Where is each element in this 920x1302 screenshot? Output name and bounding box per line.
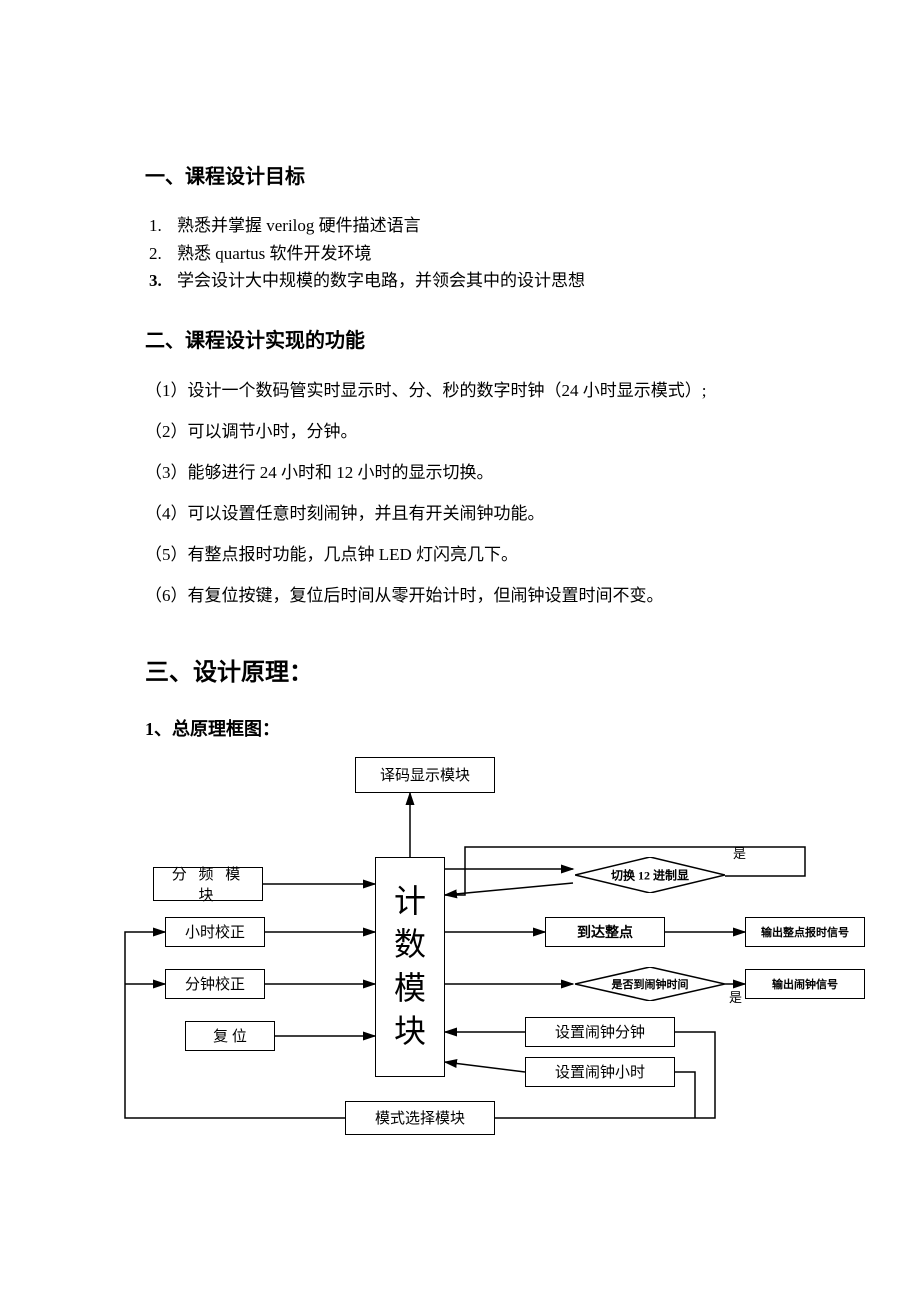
node-center-char: 模 bbox=[394, 967, 426, 1010]
s2-item: （4）可以设置任意时刻闹钟，并且有开关闹钟功能。 bbox=[145, 500, 775, 527]
node-hour-hit: 到达整点 bbox=[545, 917, 665, 947]
node-reset: 复 位 bbox=[185, 1021, 275, 1051]
s2-item: （2）可以调节小时，分钟。 bbox=[145, 418, 775, 445]
edge-label-yes2: 是 bbox=[729, 987, 742, 1006]
section3-sub: 1、总原理框图： bbox=[145, 715, 775, 741]
node-sw12-label: 切换 12 进制显 bbox=[611, 866, 689, 883]
section3-title: 三、设计原理： bbox=[145, 652, 775, 687]
node-center-char: 块 bbox=[394, 1010, 426, 1053]
s1-item-text: 熟悉并掌握 verilog 硬件描述语言 bbox=[177, 216, 421, 235]
s1-item: 3.学会设计大中规模的数字电路，并领会其中的设计思想 bbox=[145, 268, 775, 294]
s2-item: （3）能够进行 24 小时和 12 小时的显示切换。 bbox=[145, 459, 775, 486]
node-set-min: 设置闹钟分钟 bbox=[525, 1017, 675, 1047]
node-decode: 译码显示模块 bbox=[355, 757, 495, 793]
node-mode: 模式选择模块 bbox=[345, 1101, 495, 1135]
node-set-hour: 设置闹钟小时 bbox=[525, 1057, 675, 1087]
node-out-hour: 输出整点报时信号 bbox=[745, 917, 865, 947]
node-sw12: 切换 12 进制显 bbox=[575, 857, 725, 893]
s1-item: 1.熟悉并掌握 verilog 硬件描述语言 bbox=[145, 213, 775, 239]
s2-item: （1）设计一个数码管实时显示时、分、秒的数字时钟（24 小时显示模式）; bbox=[145, 377, 775, 404]
node-center-char: 数 bbox=[394, 923, 426, 966]
section1-title: 一、课程设计目标 bbox=[145, 160, 775, 189]
s1-item-text: 学会设计大中规模的数字电路，并领会其中的设计思想 bbox=[177, 271, 585, 290]
node-freq: 分 频 模 块 bbox=[153, 867, 263, 901]
node-center-char: 计 bbox=[394, 880, 426, 923]
node-center: 计 数 模 块 bbox=[375, 857, 445, 1077]
node-out-alarm: 输出闹钟信号 bbox=[745, 969, 865, 999]
node-alarm-chk: 是否到闹钟时间 bbox=[575, 967, 725, 1001]
s2-item: （5）有整点报时功能，几点钟 LED 灯闪亮几下。 bbox=[145, 541, 775, 568]
flowchart: 译码显示模块 计 数 模 块 分 频 模 块 小时校正 分钟校正 复 位 模式选… bbox=[105, 757, 845, 1157]
edge-label-yes1: 是 bbox=[733, 843, 746, 862]
s2-item: （6）有复位按键，复位后时间从零开始计时，但闹钟设置时间不变。 bbox=[145, 582, 775, 609]
s1-item: 2.熟悉 quartus 软件开发环境 bbox=[145, 241, 775, 267]
flowchart-arrows bbox=[105, 757, 845, 1157]
section2-title: 二、课程设计实现的功能 bbox=[145, 324, 775, 353]
node-alarm-chk-label: 是否到闹钟时间 bbox=[612, 976, 689, 992]
node-min-adj: 分钟校正 bbox=[165, 969, 265, 999]
node-hour-adj: 小时校正 bbox=[165, 917, 265, 947]
s1-item-text: 熟悉 quartus 软件开发环境 bbox=[177, 244, 372, 263]
